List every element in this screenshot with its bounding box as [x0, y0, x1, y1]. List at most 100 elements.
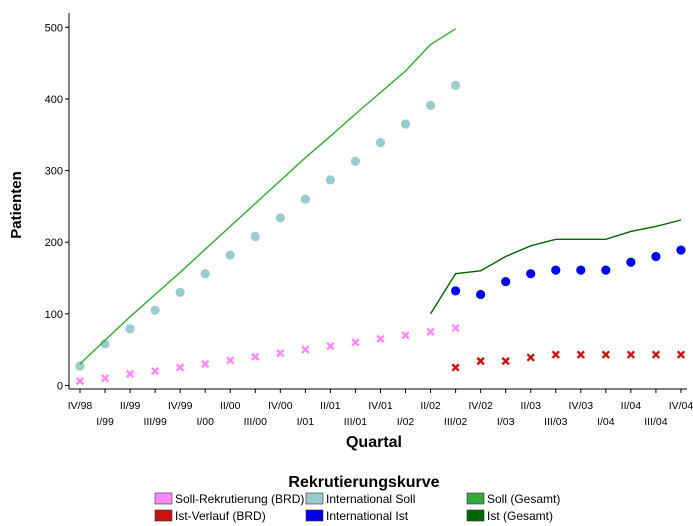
- marker-stroke: [276, 349, 285, 358]
- point-soll-rekrutierung-brd: [226, 356, 235, 365]
- y-tick-label: 500: [45, 22, 63, 34]
- point-international-soll: [300, 194, 310, 204]
- marker-stroke: [451, 323, 460, 333]
- axes: 0 100 200 300 400 500 IV/98I/99 II/99III/99IV/9…: [45, 13, 693, 428]
- legend-swatch: [466, 492, 485, 505]
- point-international-ist: [651, 251, 661, 262]
- point-ist-verlauf-brd: [651, 350, 661, 359]
- marker-stroke: [100, 374, 110, 383]
- point-ist-verlauf-brd: [676, 350, 686, 359]
- plot-area: [75, 28, 686, 386]
- point-international-ist: [526, 269, 536, 279]
- legend-label: International Soll: [326, 492, 415, 506]
- point-ist-verlauf-brd: [501, 356, 510, 366]
- x-tick-label: III/04: [644, 416, 668, 428]
- point-international-soll: [250, 231, 260, 242]
- x-tick-label: I/01: [297, 416, 315, 428]
- legend-item: Ist (Gesamt): [466, 509, 553, 523]
- point-international-soll: [75, 361, 85, 371]
- legend-label: Soll-Rekrutierung (BRD): [175, 492, 304, 506]
- x-tick-label: IV/02: [468, 400, 493, 412]
- marker-stroke: [476, 356, 485, 366]
- point-soll-rekrutierung-brd: [100, 374, 110, 383]
- point-soll-rekrutierung-brd: [451, 323, 460, 333]
- x-tick-label: III/00: [244, 416, 268, 428]
- point-international-ist: [476, 289, 486, 300]
- marker-stroke: [601, 350, 610, 359]
- y-axis-label: Patienten: [8, 171, 25, 239]
- legend-swatch: [154, 509, 173, 522]
- series-line-soll-gesamt: [79, 28, 456, 365]
- y-tick-label: 300: [45, 166, 63, 178]
- point-soll-rekrutierung-brd: [301, 345, 310, 354]
- point-international-ist: [576, 265, 586, 275]
- legend: Soll-Rekrutierung (BRD) International Sol…: [154, 492, 560, 523]
- point-international-soll: [225, 250, 235, 260]
- x-tick-label: II/00: [220, 400, 241, 412]
- marker-stroke: [451, 363, 460, 372]
- legend-item: Soll-Rekrutierung (BRD): [154, 492, 304, 506]
- point-soll-rekrutierung-brd: [276, 349, 285, 358]
- point-soll-rekrutierung-brd: [201, 359, 210, 369]
- marker-stroke: [501, 356, 510, 366]
- legend-label: Ist (Gesamt): [487, 509, 553, 523]
- marker-stroke: [226, 356, 235, 365]
- legend-label: Soll (Gesamt): [487, 492, 560, 506]
- point-soll-rekrutierung-brd: [251, 352, 260, 361]
- legend-label: International Ist: [326, 509, 409, 523]
- point-international-ist: [451, 286, 461, 296]
- point-international-soll: [200, 269, 210, 279]
- point-international-soll: [425, 100, 436, 110]
- point-international-ist: [551, 265, 561, 275]
- y-tick-label: 0: [57, 380, 63, 392]
- x-tick-label: I/03: [497, 416, 515, 428]
- x-tick-label: IV/98: [68, 400, 93, 412]
- marker-stroke: [526, 353, 535, 362]
- legend-swatch: [305, 509, 324, 522]
- point-ist-verlauf-brd: [551, 350, 560, 359]
- legend-swatch: [154, 492, 173, 505]
- x-tick-label: II/04: [621, 400, 642, 412]
- x-tick-label: III/02: [444, 416, 468, 428]
- point-international-ist: [626, 257, 636, 267]
- marker-stroke: [551, 350, 560, 359]
- marker-stroke: [176, 363, 185, 372]
- x-tick-label: III/03: [544, 416, 568, 428]
- x-axis-label: Quartal: [346, 434, 402, 451]
- x-tick-label: II/03: [521, 400, 542, 412]
- y-tick-label: 400: [45, 94, 63, 106]
- marker-stroke: [251, 352, 260, 361]
- x-tick-label: III/01: [344, 416, 368, 428]
- point-ist-verlauf-brd: [626, 350, 636, 359]
- point-international-soll: [350, 156, 361, 166]
- point-ist-verlauf-brd: [526, 353, 535, 362]
- x-tick-label: IV/04: [669, 400, 693, 412]
- legend-item: Ist-Verlauf (BRD): [154, 509, 266, 523]
- point-international-soll: [451, 80, 461, 90]
- marker-stroke: [376, 334, 385, 344]
- legend-title: Rekrutierungskurve: [288, 474, 439, 491]
- marker-stroke: [676, 350, 686, 359]
- legend-item: International Soll: [305, 492, 415, 506]
- point-ist-verlauf-brd: [451, 363, 460, 372]
- point-international-ist: [501, 276, 511, 287]
- x-tick-label: IV/01: [368, 400, 393, 412]
- x-tick-label: IV/99: [168, 400, 193, 412]
- point-soll-rekrutierung-brd: [75, 376, 85, 386]
- marker-stroke: [651, 350, 661, 359]
- marker-stroke: [201, 359, 210, 369]
- point-soll-rekrutierung-brd: [376, 334, 385, 344]
- marker-stroke: [326, 341, 335, 351]
- x-tick-label: II/02: [420, 400, 441, 412]
- point-international-soll: [400, 119, 411, 129]
- x-tick-label: IV/03: [569, 400, 594, 412]
- marker-stroke: [301, 345, 310, 354]
- legend-swatch: [305, 492, 324, 505]
- x-tick-label: IV/00: [268, 400, 293, 412]
- marker-stroke: [576, 350, 585, 359]
- marker-stroke: [401, 331, 410, 340]
- marker-stroke: [351, 338, 360, 347]
- point-ist-verlauf-brd: [476, 356, 485, 366]
- x-tick-label: I/04: [597, 416, 615, 428]
